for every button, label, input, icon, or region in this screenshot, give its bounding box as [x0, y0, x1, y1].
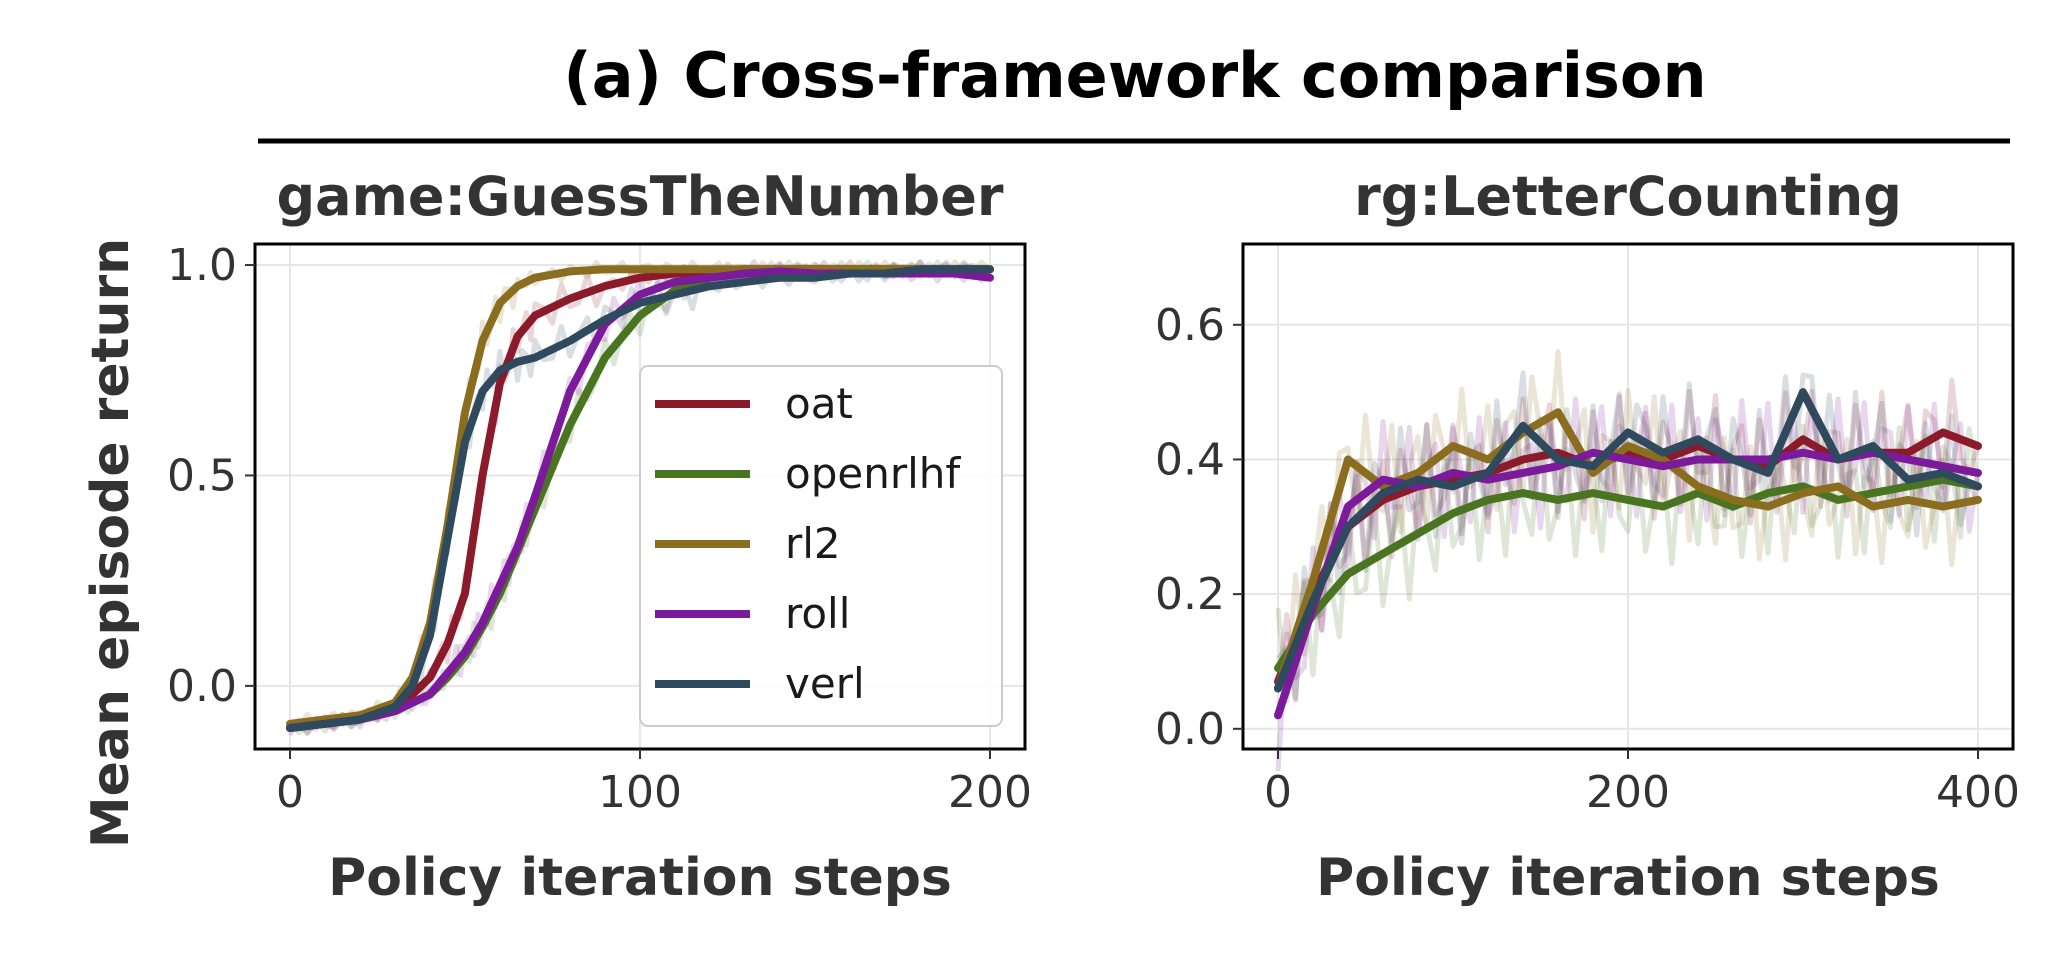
series-group [286, 259, 994, 737]
x-tick-label: 0 [1264, 767, 1292, 818]
y-axis-label: Mean episode return [81, 238, 141, 848]
x-tick-label: 400 [1936, 767, 2020, 818]
legend: oat openrlhf rl2 roll verl [639, 365, 1003, 727]
ticks: 0 100 200 0.0 0.5 1.0 [167, 240, 1032, 818]
legend-label-oat: oat [785, 379, 853, 428]
ticks: 0 200 400 0.0 0.2 0.4 0.6 [1155, 300, 2020, 818]
y-tick-label: 0.4 [1155, 434, 1225, 485]
y-tick-label: 0.2 [1155, 569, 1225, 620]
x-axis-label: Policy iteration steps [328, 848, 952, 908]
legend-box [639, 365, 1003, 727]
x-tick-label: 0 [276, 767, 304, 818]
panel-title: game:GuessTheNumber [277, 165, 1004, 228]
legend-label-rl2: rl2 [785, 519, 841, 568]
series-line-verl [1274, 388, 1982, 693]
panel-letter-counting: rg:LetterCounting 0 200 400 0.0 0.2 0.4 0.6 Po… [1155, 165, 2020, 908]
series-raw-openrlhf [1275, 423, 1981, 704]
series-group [1274, 349, 1982, 772]
figure-title: (a) Cross-framework comparison [563, 39, 1706, 112]
series-line-roll [1274, 448, 1982, 720]
x-tick-label: 200 [1586, 767, 1670, 818]
panel-title: rg:LetterCounting [1354, 165, 1902, 228]
y-tick-label: 0.0 [167, 661, 237, 712]
legend-label-verl: verl [785, 659, 865, 708]
x-axis-label: Policy iteration steps [1316, 848, 1940, 908]
x-tick-label: 100 [598, 767, 682, 818]
legend-label-roll: roll [785, 589, 850, 638]
y-tick-label: 0.6 [1155, 300, 1225, 351]
legend-label-openrlhf: openrlhf [785, 449, 961, 498]
panel-guess-the-number: game:GuessTheNumber 0 100 200 0.0 0.5 1.0 Pol… [167, 165, 1032, 908]
y-tick-label: 0.0 [1155, 704, 1225, 755]
series-line-verl [286, 265, 994, 732]
y-tick-label: 1.0 [167, 240, 237, 291]
y-tick-label: 0.5 [167, 450, 237, 501]
x-tick-label: 200 [948, 767, 1032, 818]
